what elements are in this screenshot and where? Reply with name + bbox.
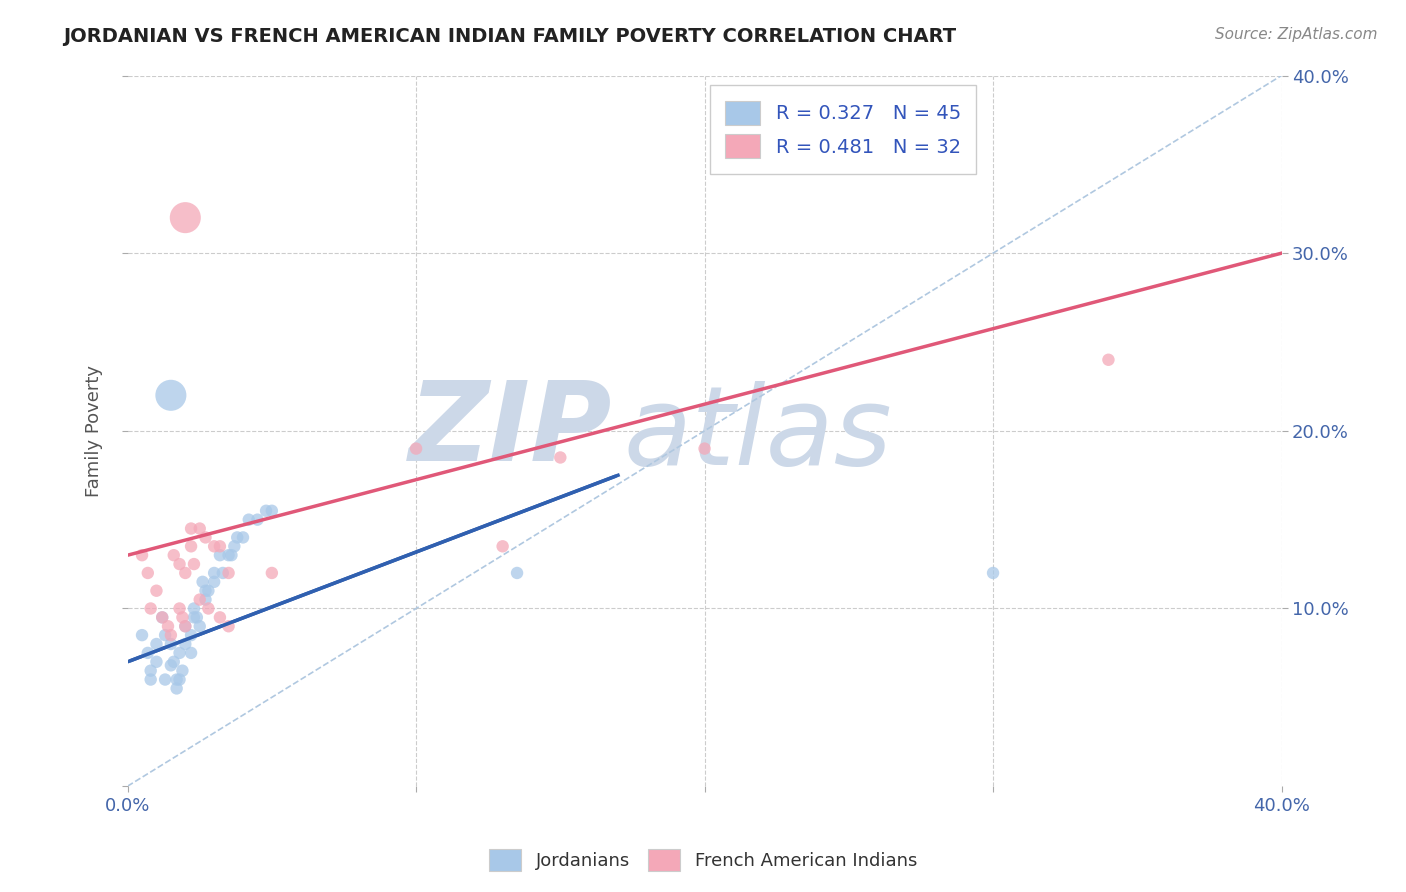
Point: [139, 673, 162, 687]
Point: [693, 442, 716, 456]
Point: [156, 619, 179, 633]
Point: [1097, 352, 1119, 367]
Point: [174, 566, 197, 580]
Point: [254, 504, 277, 518]
Text: ZIP: ZIP: [409, 377, 612, 484]
Point: [202, 539, 225, 553]
Point: [208, 548, 231, 562]
Point: [169, 601, 191, 615]
Point: [208, 610, 231, 624]
Point: [260, 504, 283, 518]
Point: [224, 539, 246, 553]
Point: [260, 566, 283, 580]
Point: [169, 673, 191, 687]
Point: [218, 548, 240, 562]
Point: [150, 610, 173, 624]
Point: [197, 601, 219, 615]
Point: [226, 530, 249, 544]
Point: [180, 522, 202, 536]
Point: [166, 673, 188, 687]
Point: [136, 646, 159, 660]
Point: [491, 539, 513, 553]
Point: [160, 388, 183, 402]
Point: [405, 442, 427, 456]
Point: [163, 548, 186, 562]
Point: [139, 601, 162, 615]
Point: [136, 566, 159, 580]
Point: [232, 530, 254, 544]
Point: [174, 637, 197, 651]
Point: [145, 655, 167, 669]
Point: [145, 583, 167, 598]
Point: [188, 619, 211, 633]
Point: [188, 592, 211, 607]
Point: [131, 628, 153, 642]
Point: [153, 673, 176, 687]
Point: [202, 566, 225, 580]
Point: [163, 655, 186, 669]
Point: [169, 557, 191, 571]
Point: [191, 574, 214, 589]
Point: [166, 681, 188, 696]
Point: [172, 610, 194, 624]
Point: [180, 646, 202, 660]
Point: [145, 637, 167, 651]
Point: [246, 513, 269, 527]
Point: [174, 619, 197, 633]
Legend: R = 0.327   N = 45, R = 0.481   N = 32: R = 0.327 N = 45, R = 0.481 N = 32: [710, 86, 977, 174]
Point: [180, 628, 202, 642]
Point: [131, 548, 153, 562]
Point: [160, 658, 183, 673]
Point: [218, 566, 240, 580]
Point: [202, 574, 225, 589]
Point: [506, 566, 529, 580]
Point: [550, 450, 572, 465]
Text: Source: ZipAtlas.com: Source: ZipAtlas.com: [1215, 27, 1378, 42]
Point: [174, 211, 197, 225]
Point: [238, 513, 260, 527]
Point: [172, 664, 194, 678]
Text: JORDANIAN VS FRENCH AMERICAN INDIAN FAMILY POVERTY CORRELATION CHART: JORDANIAN VS FRENCH AMERICAN INDIAN FAMI…: [63, 27, 956, 45]
Text: atlas: atlas: [624, 381, 893, 488]
Point: [194, 583, 217, 598]
Point: [150, 610, 173, 624]
Point: [188, 522, 211, 536]
Point: [160, 637, 183, 651]
Point: [218, 619, 240, 633]
Y-axis label: Family Poverty: Family Poverty: [86, 365, 103, 497]
Point: [981, 566, 1004, 580]
Point: [197, 583, 219, 598]
Point: [211, 566, 233, 580]
Point: [169, 646, 191, 660]
Point: [160, 628, 183, 642]
Point: [194, 530, 217, 544]
Point: [180, 539, 202, 553]
Point: [139, 664, 162, 678]
Point: [183, 601, 205, 615]
Point: [174, 619, 197, 633]
Point: [186, 610, 208, 624]
Point: [221, 548, 243, 562]
Point: [208, 539, 231, 553]
Point: [183, 557, 205, 571]
Point: [153, 628, 176, 642]
Point: [194, 592, 217, 607]
Point: [183, 610, 205, 624]
Legend: Jordanians, French American Indians: Jordanians, French American Indians: [481, 842, 925, 879]
